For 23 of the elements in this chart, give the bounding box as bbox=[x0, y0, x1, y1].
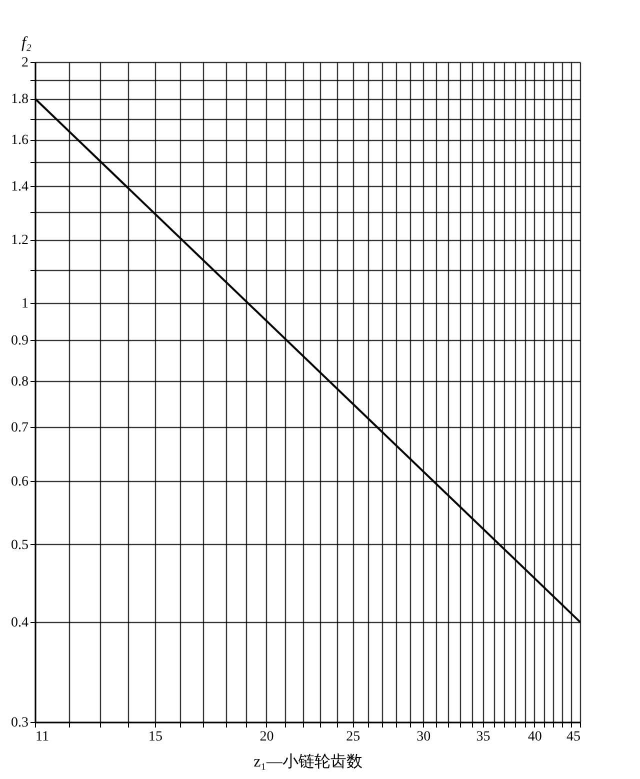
y-tick-label: 1.2 bbox=[11, 233, 28, 248]
y-axis-title: f₂ bbox=[21, 34, 32, 52]
x-tick-label: 11 bbox=[36, 730, 49, 744]
y-tick-label: 0.3 bbox=[11, 716, 28, 730]
y-tick-label: 0.9 bbox=[11, 333, 28, 348]
y-tick-label: 1.4 bbox=[11, 180, 28, 195]
y-tick-label: 0.7 bbox=[11, 420, 28, 436]
y-tick-label: 0.5 bbox=[11, 538, 28, 553]
y-tick-label: 0.8 bbox=[11, 374, 28, 390]
y-tick-label: 1.6 bbox=[11, 133, 28, 148]
x-tick-label: 45 bbox=[566, 730, 580, 744]
x-tick-label: 25 bbox=[346, 730, 360, 744]
y-tick-label: 0.6 bbox=[11, 474, 28, 490]
x-axis-title: z₁—小链轮齿数 bbox=[254, 752, 362, 770]
x-tick-label: 35 bbox=[476, 730, 490, 744]
y-tick-label: 2 bbox=[22, 56, 28, 70]
x-tick-label: 15 bbox=[148, 730, 162, 744]
x-tick-label: 30 bbox=[416, 730, 431, 744]
x-tick-label: 40 bbox=[528, 730, 542, 744]
y-tick-label: 0.4 bbox=[11, 615, 28, 630]
y-tick-label: 1 bbox=[22, 296, 28, 312]
x-tick-label: 20 bbox=[260, 730, 274, 744]
y-tick-label: 1.8 bbox=[11, 92, 28, 108]
